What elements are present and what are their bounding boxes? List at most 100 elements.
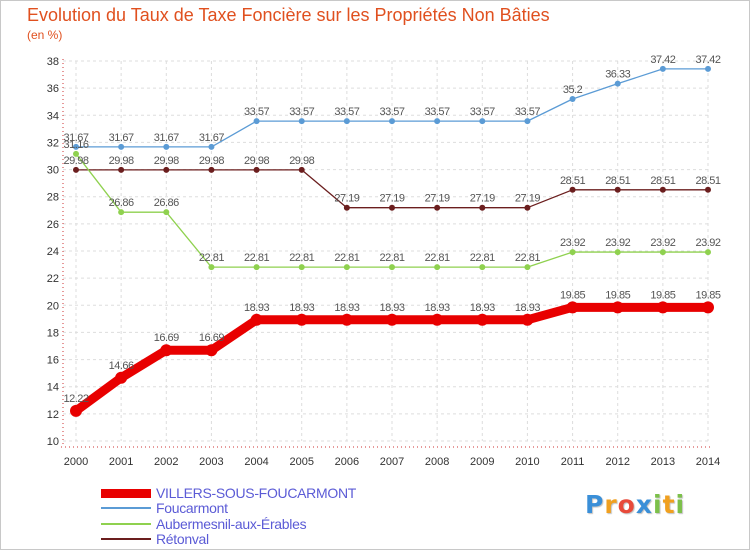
data-point [611, 301, 624, 314]
data-point [702, 301, 714, 314]
data-point [73, 143, 79, 150]
data-point [115, 371, 128, 384]
data-label: 22.81 [244, 252, 269, 264]
data-label: 19.85 [605, 289, 630, 301]
data-point [343, 204, 350, 211]
data-point [479, 264, 486, 271]
y-tick-label: 18 [47, 327, 59, 339]
legend-swatch-foucarmont [101, 507, 151, 509]
data-point [479, 118, 486, 125]
data-label: 22.81 [199, 252, 224, 264]
data-label: 23.92 [650, 237, 675, 249]
data-label: 29.98 [289, 155, 314, 167]
x-tick-label: 2003 [199, 456, 223, 468]
x-tick-label: 2001 [109, 456, 133, 468]
legend-swatch-aubermesnil [101, 523, 151, 525]
y-tick-label: 36 [47, 83, 59, 95]
y-axis-label: (en %) [27, 28, 63, 42]
data-label: 31.67 [63, 132, 88, 144]
data-label: 18.93 [289, 302, 314, 314]
logo-letter: t [662, 490, 676, 519]
x-tick-label: 2009 [470, 456, 494, 468]
data-label: 26.86 [109, 197, 134, 209]
logo-letter: r [604, 490, 618, 519]
data-point [298, 166, 305, 173]
data-point [656, 301, 669, 314]
data-label: 22.81 [379, 252, 404, 264]
data-label: 23.92 [605, 237, 630, 249]
data-label: 18.93 [425, 302, 450, 314]
data-point [434, 264, 441, 271]
data-label: 23.92 [695, 237, 720, 249]
x-tick-label: 2013 [651, 456, 675, 468]
data-point [253, 264, 260, 271]
data-point [434, 204, 441, 211]
y-tick-label: 24 [47, 246, 59, 258]
y-tick-label: 10 [47, 436, 59, 448]
data-point [160, 344, 173, 357]
data-label: 27.19 [379, 193, 404, 205]
data-label: 33.57 [289, 106, 314, 118]
data-point [208, 166, 215, 173]
data-label: 18.93 [244, 302, 269, 314]
proxiti-logo: Proxiti [585, 490, 685, 519]
data-label: 29.98 [109, 155, 134, 167]
data-point [118, 209, 125, 216]
data-label: 27.19 [515, 193, 540, 205]
data-label: 18.93 [379, 302, 404, 314]
data-label: 33.57 [515, 106, 540, 118]
data-label: 22.81 [515, 252, 540, 264]
y-tick-label: 14 [47, 382, 59, 394]
data-label: 31.16 [63, 139, 88, 151]
data-label: 31.67 [199, 132, 224, 144]
y-tick-label: 16 [47, 355, 59, 367]
data-label: 28.51 [560, 175, 585, 187]
data-point [569, 96, 576, 102]
data-label: 19.85 [650, 289, 675, 301]
data-point [524, 204, 531, 211]
data-point [208, 264, 215, 271]
chart-title: Evolution du Taux de Taxe Foncière sur l… [27, 5, 550, 25]
y-tick-label: 26 [47, 219, 59, 231]
y-tick-label: 30 [47, 165, 59, 177]
data-point [208, 143, 215, 150]
data-label: 31.67 [109, 132, 134, 144]
data-label: 29.98 [244, 155, 269, 167]
x-tick-label: 2002 [154, 456, 178, 468]
data-point [389, 264, 395, 271]
data-label: 14.66 [109, 360, 134, 372]
data-label: 19.85 [695, 289, 720, 301]
legend-label: Aubermesnil-aux-Érables [156, 516, 307, 532]
data-label: 37.42 [650, 54, 675, 66]
data-point [524, 264, 531, 271]
data-label: 33.57 [244, 106, 269, 118]
data-point [70, 404, 82, 417]
legend-item-retonval: Rétonval [101, 531, 209, 547]
data-label: 35.2 [563, 84, 583, 96]
data-label: 28.51 [605, 175, 630, 187]
data-point [118, 143, 125, 150]
y-tick-label: 32 [47, 137, 59, 149]
data-point [253, 118, 260, 125]
data-label: 27.19 [425, 193, 450, 205]
data-label: 33.57 [425, 106, 450, 118]
legend-label: VILLERS-SOUS-FOUCARMONT [156, 485, 357, 501]
data-point [705, 65, 711, 72]
data-label: 26.86 [154, 197, 179, 209]
data-point [659, 186, 666, 193]
data-label: 33.57 [379, 106, 404, 118]
logo-letter: o [617, 490, 636, 519]
data-point [705, 249, 711, 256]
x-tick-label: 2000 [64, 456, 88, 468]
data-point [118, 166, 125, 173]
data-label: 27.19 [334, 193, 359, 205]
data-point [340, 313, 353, 326]
data-label: 22.81 [470, 252, 495, 264]
data-point [253, 166, 260, 173]
data-label: 33.57 [470, 106, 495, 118]
data-label: 12.22 [63, 393, 88, 405]
data-point [431, 313, 444, 326]
data-point [389, 204, 395, 211]
data-point [73, 150, 79, 157]
data-point [434, 118, 441, 125]
